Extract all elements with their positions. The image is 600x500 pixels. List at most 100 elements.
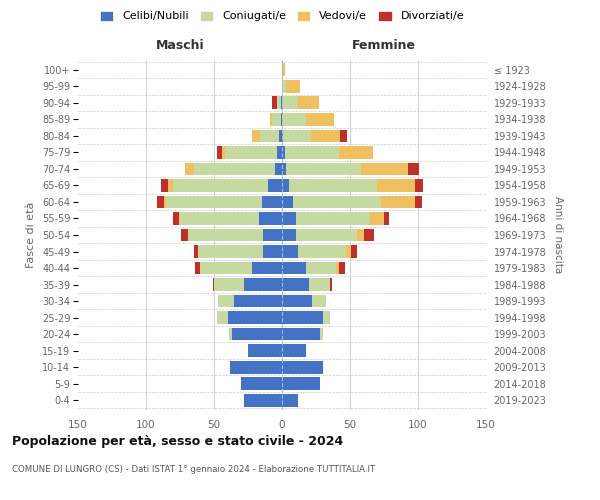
- Bar: [282, 344, 307, 357]
- Bar: [346, 245, 352, 258]
- Bar: [357, 228, 364, 241]
- Bar: [244, 278, 282, 291]
- Text: Popolazione per età, sesso e stato civile - 2024: Popolazione per età, sesso e stato civil…: [12, 435, 343, 448]
- Bar: [188, 228, 263, 241]
- Bar: [296, 212, 370, 225]
- Text: Femmine: Femmine: [352, 38, 416, 52]
- Bar: [282, 146, 285, 159]
- Bar: [409, 162, 419, 175]
- Bar: [285, 146, 339, 159]
- Bar: [185, 162, 194, 175]
- Bar: [197, 245, 263, 258]
- Bar: [194, 162, 275, 175]
- Bar: [166, 196, 262, 208]
- Bar: [157, 196, 164, 208]
- Bar: [275, 162, 282, 175]
- Bar: [179, 212, 180, 225]
- Bar: [282, 328, 320, 340]
- Bar: [364, 228, 374, 241]
- Bar: [286, 162, 361, 175]
- Bar: [217, 146, 222, 159]
- Bar: [323, 311, 329, 324]
- Bar: [268, 179, 282, 192]
- Bar: [307, 113, 334, 126]
- Bar: [282, 64, 285, 76]
- Bar: [277, 96, 281, 110]
- Bar: [282, 394, 298, 406]
- Bar: [252, 130, 260, 142]
- Bar: [263, 228, 282, 241]
- Bar: [173, 212, 179, 225]
- Bar: [252, 262, 282, 274]
- Bar: [283, 130, 311, 142]
- Bar: [218, 294, 235, 308]
- Bar: [281, 96, 282, 110]
- Bar: [377, 179, 415, 192]
- Bar: [282, 294, 312, 308]
- Bar: [212, 278, 214, 291]
- Bar: [222, 146, 225, 159]
- Bar: [272, 113, 281, 126]
- Bar: [298, 245, 346, 258]
- Bar: [282, 113, 307, 126]
- Bar: [281, 113, 282, 126]
- Bar: [296, 228, 357, 241]
- Y-axis label: Fasce di età: Fasce di età: [26, 202, 37, 268]
- Bar: [340, 130, 347, 142]
- Bar: [282, 262, 307, 274]
- Bar: [361, 162, 409, 175]
- Bar: [337, 262, 339, 274]
- Bar: [194, 245, 197, 258]
- Bar: [339, 146, 373, 159]
- Bar: [282, 278, 309, 291]
- Bar: [415, 196, 422, 208]
- Bar: [225, 146, 277, 159]
- Bar: [307, 262, 337, 274]
- Bar: [289, 179, 377, 192]
- Bar: [293, 196, 381, 208]
- Bar: [181, 228, 188, 241]
- Bar: [262, 196, 282, 208]
- Bar: [352, 245, 357, 258]
- Bar: [312, 294, 326, 308]
- Bar: [282, 80, 286, 93]
- Bar: [227, 311, 282, 324]
- Bar: [217, 311, 227, 324]
- Text: COMUNE DI LUNGRO (CS) - Dati ISTAT 1° gennaio 2024 - Elaborazione TUTTITALIA.IT: COMUNE DI LUNGRO (CS) - Dati ISTAT 1° ge…: [12, 465, 375, 474]
- Bar: [259, 212, 282, 225]
- Bar: [282, 196, 293, 208]
- Bar: [272, 96, 277, 110]
- Bar: [282, 162, 286, 175]
- Bar: [279, 130, 282, 142]
- Bar: [244, 394, 282, 406]
- Bar: [415, 179, 424, 192]
- Bar: [235, 294, 282, 308]
- Bar: [329, 278, 332, 291]
- Bar: [260, 130, 279, 142]
- Bar: [381, 196, 415, 208]
- Bar: [282, 96, 298, 110]
- Bar: [232, 328, 282, 340]
- Bar: [282, 311, 323, 324]
- Bar: [270, 113, 272, 126]
- Bar: [320, 328, 323, 340]
- Bar: [173, 179, 268, 192]
- Bar: [298, 96, 319, 110]
- Bar: [286, 80, 299, 93]
- Bar: [370, 212, 384, 225]
- Bar: [282, 360, 323, 374]
- Bar: [282, 179, 289, 192]
- Bar: [282, 130, 283, 142]
- Bar: [161, 179, 168, 192]
- Bar: [277, 146, 282, 159]
- Bar: [311, 130, 340, 142]
- Bar: [241, 377, 282, 390]
- Bar: [164, 196, 166, 208]
- Bar: [214, 278, 244, 291]
- Bar: [230, 360, 282, 374]
- Legend: Celibi/Nubili, Coniugati/e, Vedovi/e, Divorziati/e: Celibi/Nubili, Coniugati/e, Vedovi/e, Di…: [100, 10, 464, 22]
- Bar: [384, 212, 389, 225]
- Y-axis label: Anni di nascita: Anni di nascita: [553, 196, 563, 274]
- Bar: [282, 377, 320, 390]
- Bar: [263, 245, 282, 258]
